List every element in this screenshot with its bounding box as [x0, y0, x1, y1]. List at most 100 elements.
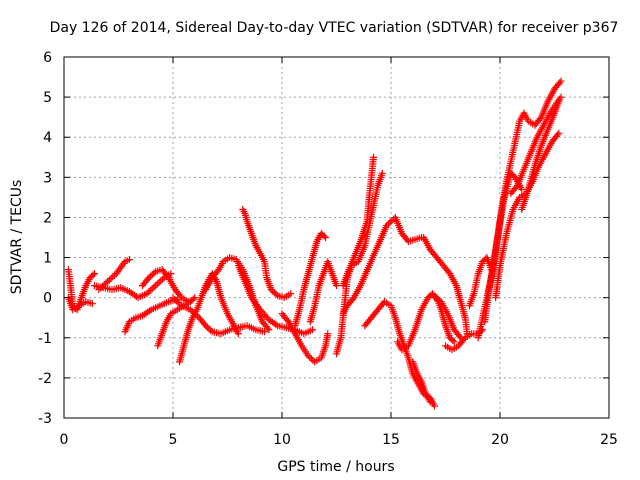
data-point [378, 169, 386, 177]
data-point [512, 183, 520, 191]
x-axis-label: GPS time / hours [277, 459, 394, 475]
data-point [555, 97, 563, 105]
data-point [107, 274, 115, 282]
y-tick-label: 2 [43, 210, 52, 226]
y-tick-label: 5 [43, 90, 52, 106]
data-point [176, 292, 184, 300]
chart-title: Day 126 of 2014, Sidereal Day-to-day VTE… [50, 20, 619, 36]
axes: 0 5 10 15 20 25 -3 -2 -1 0 1 2 3 4 5 6 [38, 50, 618, 448]
series-track-z [481, 77, 565, 326]
x-tick-label: 15 [382, 432, 400, 448]
data-point [200, 320, 208, 328]
x-tick-label: 5 [169, 432, 178, 448]
data-point [172, 297, 180, 305]
y-tick-label: 0 [43, 291, 52, 307]
data-point [307, 355, 315, 363]
data-point [455, 332, 463, 340]
data-point [150, 269, 158, 277]
data-point [153, 280, 161, 288]
x-tick-label: 10 [273, 432, 291, 448]
data-point [324, 330, 332, 338]
data-point [426, 398, 434, 406]
data-point [152, 282, 160, 290]
data-point [322, 234, 330, 241]
data-point [555, 129, 563, 137]
x-tick-label: 0 [60, 432, 69, 448]
series-track-k [239, 205, 295, 302]
data-point [431, 402, 439, 410]
data-point [449, 336, 457, 344]
data-point [150, 283, 158, 291]
data-point [270, 289, 278, 297]
data-point [333, 282, 340, 290]
y-axis-label: SDTVAR / TECUs [9, 180, 25, 295]
data-point [349, 295, 357, 303]
series-track-n [291, 229, 330, 330]
data-point [264, 324, 272, 332]
data-point [386, 218, 394, 226]
series-track-d [91, 270, 175, 302]
series-track-l [234, 262, 317, 338]
data-point [109, 273, 117, 281]
data-point [148, 285, 156, 293]
data-point [104, 278, 112, 286]
data-point [202, 322, 210, 330]
data-point [234, 330, 242, 338]
data-point [207, 326, 215, 334]
data-point [191, 294, 199, 302]
data-point [445, 268, 453, 276]
data-point [370, 153, 378, 161]
y-tick-label: 3 [43, 170, 52, 186]
plot-frame [63, 56, 610, 419]
series-track-b [64, 294, 96, 314]
data-point [163, 272, 171, 280]
series-track-m [278, 310, 332, 366]
data-point [203, 323, 211, 331]
y-tick-label: 4 [43, 130, 52, 146]
data-point [283, 316, 291, 324]
series-track-o [306, 258, 340, 326]
data-points [64, 77, 565, 410]
data-point [145, 274, 153, 282]
x-tick-label: 20 [491, 432, 509, 448]
data-point [144, 275, 152, 283]
data-point [554, 131, 562, 139]
x-tick-label: 25 [600, 432, 618, 448]
data-point [146, 286, 154, 294]
series-track-t [394, 290, 458, 354]
data-point [272, 290, 280, 298]
data-point [157, 277, 165, 285]
data-point [309, 326, 317, 334]
series-track-aa [492, 129, 563, 302]
data-point [125, 256, 133, 264]
series-track-cc [518, 97, 563, 213]
data-point [155, 278, 163, 286]
data-point [91, 270, 99, 278]
data-point [205, 325, 213, 333]
data-point [457, 334, 465, 342]
data-point [261, 328, 269, 336]
data-point [147, 272, 155, 280]
grid [64, 57, 609, 418]
data-point [557, 93, 565, 101]
data-point [89, 271, 97, 279]
series-track-r [339, 213, 426, 318]
y-tick-label: -1 [38, 331, 52, 347]
data-point [536, 115, 544, 123]
data-point [287, 290, 295, 298]
series-track-f [138, 266, 192, 306]
data-point [556, 79, 564, 87]
series-track-u [409, 358, 434, 406]
series-track-dd [431, 294, 465, 342]
y-tick-label: -3 [38, 411, 52, 427]
data-point [267, 286, 275, 294]
data-point [148, 271, 156, 279]
series-track-v [420, 234, 471, 338]
series-track-i [169, 294, 269, 338]
data-point [105, 276, 113, 284]
y-tick-label: 1 [43, 251, 52, 267]
data-point [265, 326, 273, 334]
data-point [213, 267, 221, 275]
series-track-e [121, 296, 181, 336]
